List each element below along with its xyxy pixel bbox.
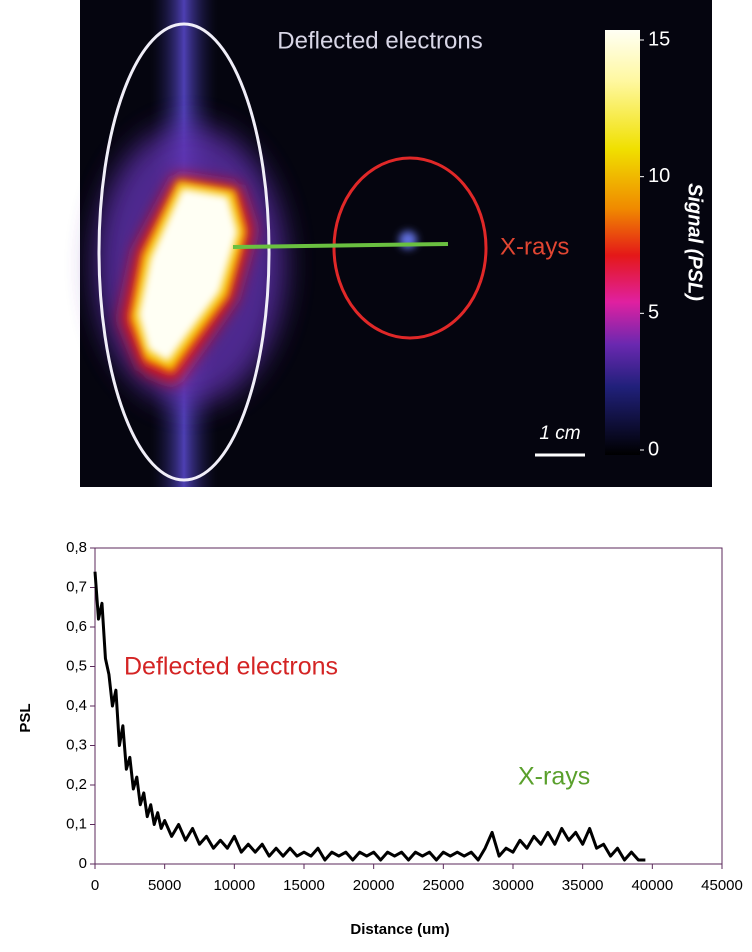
x-tick-label: 25000	[422, 877, 464, 894]
electron-ellipse	[97, 22, 271, 482]
scale-bar-label: 1 cm	[539, 423, 580, 444]
colorbar-tick-label: 0	[648, 438, 659, 460]
x-tick-label: 45000	[701, 877, 743, 894]
colorbar-tick-label: 5	[648, 302, 659, 324]
y-tick-label: 0,2	[66, 776, 87, 793]
colorbar-label: Signal (PSL)	[684, 183, 706, 301]
xray-ellipse	[332, 156, 488, 340]
annotation: Deflected electrons	[277, 27, 482, 54]
x-tick-label: 10000	[213, 877, 255, 894]
y-axis-label: PSL	[17, 703, 34, 732]
image-panel: Deflected electrons X-rays 1 cm Signal (…	[80, 0, 712, 487]
x-axis-label: Distance (um)	[350, 921, 449, 938]
colorbar-tick-label: 15	[648, 28, 670, 50]
annotation: X-rays	[500, 233, 569, 260]
x-tick-label: 15000	[283, 877, 325, 894]
y-tick-label: 0,8	[66, 539, 87, 556]
plot-frame	[94, 547, 723, 865]
x-tick-label: 30000	[492, 877, 534, 894]
y-tick-label: 0,1	[66, 815, 87, 832]
colorbar	[605, 30, 640, 455]
y-tick-label: 0,3	[66, 736, 87, 753]
x-tick-label: 35000	[562, 877, 604, 894]
y-tick-label: 0,5	[66, 657, 87, 674]
x-tick-label: 0	[91, 877, 99, 894]
colorbar-tick-label: 10	[648, 165, 670, 187]
y-tick-label: 0,7	[66, 578, 87, 595]
y-tick-label: 0	[79, 855, 87, 872]
profile-line	[232, 242, 449, 249]
annotation: Deflected electrons	[124, 653, 338, 681]
y-tick-label: 0,4	[66, 697, 87, 714]
x-tick-label: 5000	[148, 877, 181, 894]
x-tick-label: 20000	[353, 877, 395, 894]
x-tick-label: 40000	[631, 877, 673, 894]
annotation: X-rays	[518, 763, 590, 791]
signal-white	[138, 188, 238, 362]
y-tick-label: 0,6	[66, 618, 87, 635]
data-line	[93, 571, 646, 862]
